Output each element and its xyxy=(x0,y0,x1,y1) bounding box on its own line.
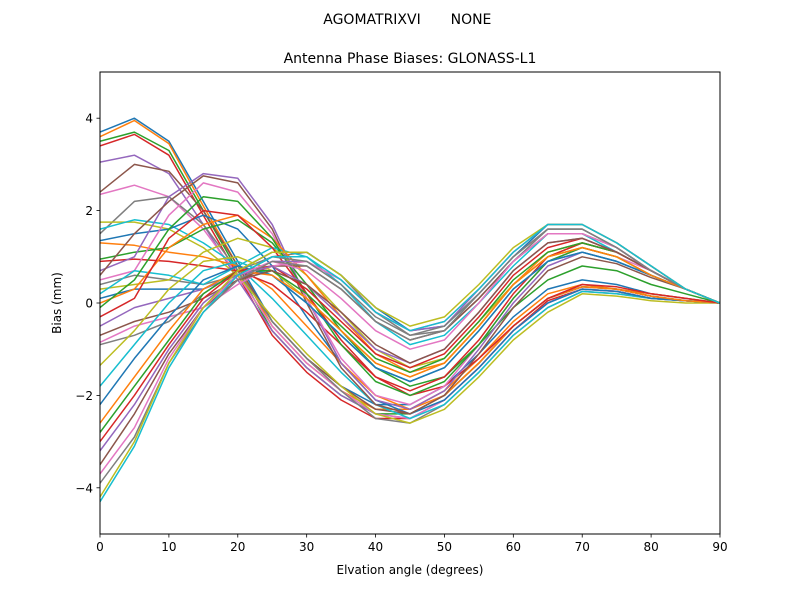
y-tick-label: 2 xyxy=(85,204,93,218)
series-line-s31 xyxy=(100,251,720,406)
x-tick-label: 10 xyxy=(161,540,176,554)
series-line-s21 xyxy=(100,223,720,332)
series-line-s16 xyxy=(100,175,720,415)
y-tick-label: 0 xyxy=(85,297,93,311)
series-line-s10 xyxy=(100,219,720,420)
series-line-s36 xyxy=(100,237,720,466)
y-tick-label: −2 xyxy=(75,389,93,403)
x-tick-label: 50 xyxy=(437,540,452,554)
series-line-s30 xyxy=(100,251,720,387)
series-line-s13 xyxy=(100,219,720,387)
y-axis: −4 −2 0 2 4 xyxy=(75,112,100,495)
y-tick-label: −4 xyxy=(75,481,93,495)
suptitle-right: NONE xyxy=(451,12,492,28)
x-tick-label: 40 xyxy=(368,540,383,554)
series-line-s25 xyxy=(100,223,720,332)
suptitle-left: AGOMATRIXVI xyxy=(323,12,420,28)
x-axis-label: Elvation angle (degrees) xyxy=(337,563,484,577)
series-line-s40 xyxy=(100,223,720,503)
series-line-s32 xyxy=(100,246,720,424)
chart-title: Antenna Phase Biases: GLONASS-L1 xyxy=(284,51,537,67)
series-line-s11 xyxy=(100,214,720,415)
y-axis-label: Bias (mm) xyxy=(50,272,64,334)
x-tick-label: 70 xyxy=(575,540,590,554)
x-tick-label: 80 xyxy=(643,540,658,554)
series-layer xyxy=(100,117,720,503)
series-line-s09 xyxy=(100,221,720,424)
x-axis: 0 10 20 30 40 50 60 70 80 90 xyxy=(96,534,728,554)
plot-frame xyxy=(99,71,721,535)
x-tick-label: 60 xyxy=(506,540,521,554)
x-tick-label: 20 xyxy=(230,540,245,554)
series-line-s04 xyxy=(100,133,720,420)
y-tick-label: 4 xyxy=(85,112,93,126)
x-tick-label: 90 xyxy=(712,540,727,554)
x-tick-label: 30 xyxy=(299,540,314,554)
x-tick-label: 0 xyxy=(96,540,104,554)
series-line-s23 xyxy=(100,195,720,397)
